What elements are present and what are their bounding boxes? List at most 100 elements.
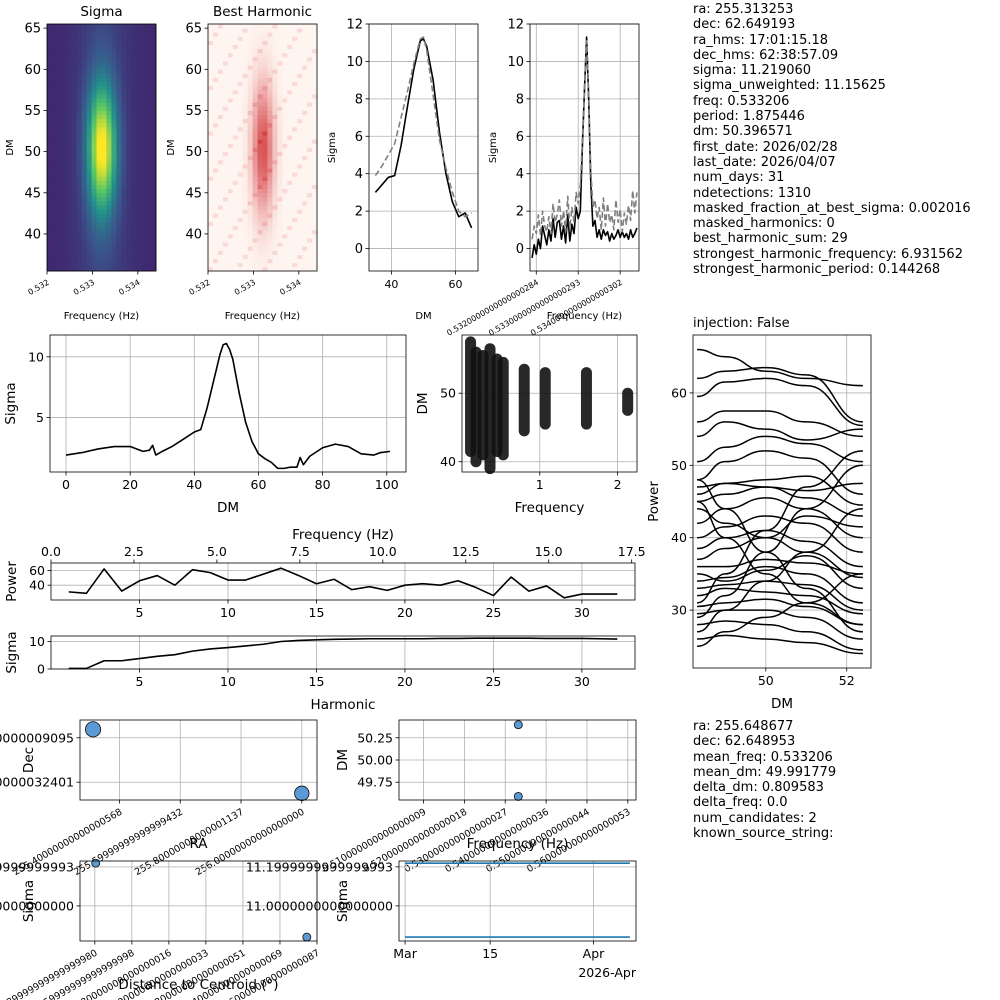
heatmap-cell [247,242,253,247]
heatmap-cell [217,233,224,239]
heatmap-cell [297,233,303,239]
heatmap-cell [121,135,127,140]
heatmap-cell [292,131,298,136]
heatmap-cell [252,143,258,148]
heatmap-cell [71,52,78,58]
heatmap-cell [76,163,83,169]
heatmap-cell [292,163,298,169]
heatmap-cell [212,188,219,194]
heatmap-cell [131,61,137,66]
heatmap-cell [312,32,318,37]
heatmap-cell [262,135,268,140]
heatmap-cell [86,151,92,157]
heatmap-cell [227,221,234,227]
heatmap-cell [312,188,318,194]
heatmap-cell [272,61,278,66]
heatmap-cell [307,32,313,37]
heatmap-cell [151,233,157,239]
heatmap-cell [101,205,107,210]
heatmap-cell [101,102,107,107]
heatmap-cell [257,184,263,190]
heatmap-cell [51,196,58,202]
heatmap-cell [242,114,249,120]
heatmap-cell [76,238,83,243]
heatmap-cell [121,172,127,177]
heatmap-cell [247,56,253,62]
heatmap-cell [208,131,214,136]
heatmap-cell [86,40,92,45]
info-line: freq: 0.533206 [693,93,790,109]
heatmap-cell [262,61,268,66]
heatmap-cell [61,151,68,157]
heatmap-cell [136,250,142,255]
heatmap-cell [277,77,283,83]
x2-tick-label: 2.5 [124,544,144,559]
heatmap-cell [222,110,229,115]
heatmap-cell [141,73,147,78]
heatmap-cell [208,48,214,54]
heatmap-cell [106,209,112,214]
x-tick-label: 25 [485,605,501,620]
heatmap-cell [232,139,239,144]
heatmap-cell [81,180,88,185]
heatmap-cell [81,135,88,140]
heatmap-cell [66,44,73,50]
heatmap-cell [217,188,224,194]
heatmap-cell [61,135,68,140]
heatmap-cell [61,106,68,111]
heatmap-cell [111,238,117,243]
heatmap-cell [56,172,63,177]
heatmap-cell [312,56,318,62]
heatmap-cell [272,246,278,251]
heatmap-cell [242,85,249,91]
heatmap-cell [212,73,219,78]
heatmap-cell [136,118,142,124]
heatmap-cell [277,168,283,173]
heatmap-cell [232,126,239,132]
heatmap-cell [282,250,288,255]
heatmap-cell [312,98,318,103]
heatmap-cell [252,233,258,239]
heatmap-cell [208,205,214,210]
heatmap-cell [91,266,97,272]
heatmap-cell [146,135,152,140]
heatmap-cell [146,106,152,111]
heatmap-cell [257,48,263,54]
heatmap-cell [141,258,147,264]
heatmap-cell [252,246,258,251]
heatmap-cell [111,89,117,95]
heatmap-cell [237,155,244,161]
heatmap-cell [86,85,92,91]
heatmap-cell [307,44,313,50]
heatmap-cell [76,205,83,210]
heatmap-cell [307,159,313,165]
sigma-distance-chart: 0.15399999999999999800.15599999999999999… [0,858,322,1000]
heatmap-cell [146,242,152,247]
heatmap-cell [292,110,298,115]
heatmap-cell [116,81,122,87]
heatmap-cell [136,98,142,103]
heatmap-cell [131,205,137,210]
heatmap-cell [237,246,244,251]
heatmap-cell [287,188,293,194]
power-curve [697,536,863,579]
heatmap-cell [76,73,83,78]
heatmap-cell [126,225,132,231]
heatmap-cell [297,155,303,161]
heatmap-cell [61,147,68,153]
heatmap-cell [111,246,117,251]
heatmap-cell [81,69,88,74]
heatmap-cell [292,205,298,210]
heatmap-cell [212,225,219,231]
heatmap-cell [47,250,53,255]
heatmap-cell [312,238,318,243]
heatmap-cell [227,184,234,190]
heatmap-cell [262,266,268,272]
power-curve [696,464,863,619]
heatmap-cell [66,118,73,124]
heatmap-cell [51,89,58,95]
dm-freq-candidates-chart: 0.5100000000000000090.520000000000000018… [321,719,637,875]
heatmap-cell [71,229,78,235]
heatmap-cell [71,217,78,222]
heatmap-cell [277,250,283,255]
